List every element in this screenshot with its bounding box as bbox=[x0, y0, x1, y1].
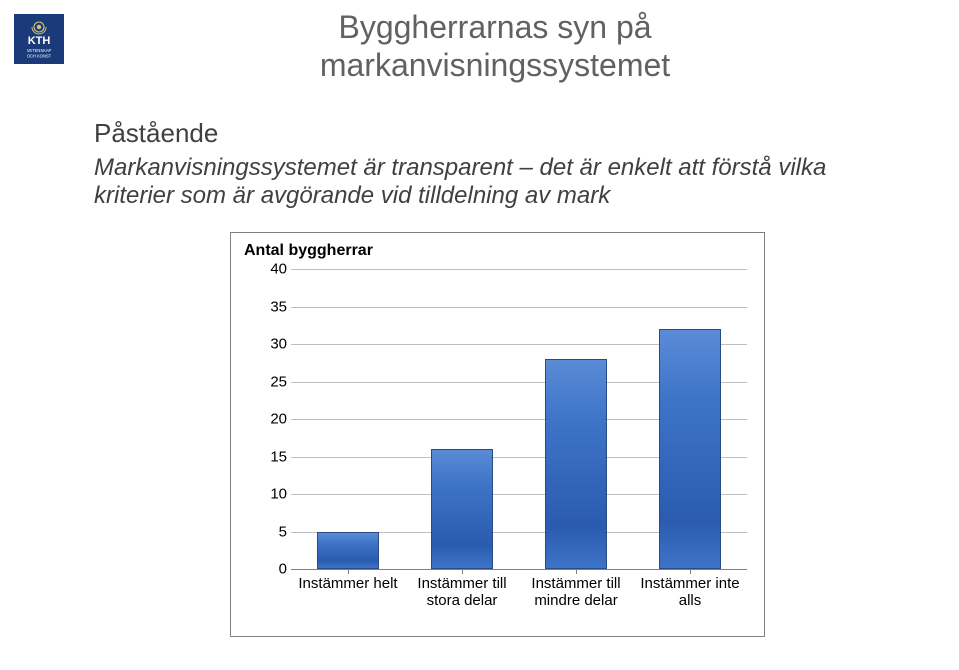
x-tick bbox=[690, 569, 691, 574]
svg-text:VETENSKAP: VETENSKAP bbox=[27, 48, 52, 53]
y-tick-label: 30 bbox=[263, 336, 287, 353]
bar bbox=[659, 329, 722, 569]
y-tick-label: 5 bbox=[263, 523, 287, 540]
section-subheading: Påstående bbox=[94, 118, 218, 149]
y-tick-label: 20 bbox=[263, 411, 287, 428]
category-label: Instämmer till mindre delar bbox=[519, 575, 633, 610]
y-tick-label: 40 bbox=[263, 261, 287, 278]
bar bbox=[545, 359, 608, 569]
kth-logo: KTH VETENSKAP OCH KONST bbox=[14, 14, 64, 64]
title-line-2: markanvisningssystemet bbox=[255, 46, 735, 84]
x-tick bbox=[462, 569, 463, 574]
x-tick bbox=[576, 569, 577, 574]
x-tick bbox=[348, 569, 349, 574]
grid-line bbox=[291, 269, 747, 270]
category-label: Instämmer inte alls bbox=[633, 575, 747, 610]
statement-text: Markanvisningssystemet är transparent – … bbox=[94, 154, 874, 210]
y-tick-label: 0 bbox=[263, 561, 287, 578]
plot-area: 0510152025303540 bbox=[291, 269, 747, 569]
svg-text:KTH: KTH bbox=[28, 35, 51, 47]
title-line-1: Byggherrarnas syn på bbox=[255, 8, 735, 46]
page-title: Byggherrarnas syn på markanvisningssyste… bbox=[255, 8, 735, 85]
bar-chart: Antal byggherrar 0510152025303540 Instäm… bbox=[230, 232, 765, 637]
bar bbox=[431, 449, 494, 569]
y-tick-label: 35 bbox=[263, 298, 287, 315]
y-tick-label: 15 bbox=[263, 448, 287, 465]
grid-line bbox=[291, 307, 747, 308]
bar bbox=[317, 532, 380, 570]
category-label: Instämmer helt bbox=[291, 575, 405, 592]
x-axis-line bbox=[291, 569, 747, 570]
y-axis-title: Antal byggherrar bbox=[244, 242, 373, 260]
svg-text:OCH KONST: OCH KONST bbox=[27, 54, 52, 59]
category-label: Instämmer till stora delar bbox=[405, 575, 519, 610]
y-tick-label: 25 bbox=[263, 373, 287, 390]
y-tick-label: 10 bbox=[263, 486, 287, 503]
